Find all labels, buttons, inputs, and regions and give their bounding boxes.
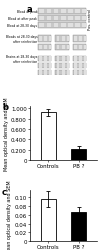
Bar bbox=[62, 46, 64, 50]
Bar bbox=[39, 46, 42, 50]
Text: b: b bbox=[2, 103, 8, 112]
Bar bbox=[39, 64, 42, 68]
Text: Blood at peak: Blood at peak bbox=[17, 10, 37, 14]
Bar bbox=[68, 17, 73, 21]
Bar bbox=[67, 57, 69, 62]
Bar bbox=[84, 57, 87, 62]
Bar bbox=[84, 71, 87, 75]
Bar bbox=[74, 64, 77, 68]
Text: Blood at 28-30 days: Blood at 28-30 days bbox=[7, 24, 37, 28]
Bar bbox=[49, 46, 52, 50]
Bar bbox=[84, 64, 87, 68]
Bar bbox=[39, 37, 42, 42]
Text: Pos. control: Pos. control bbox=[88, 9, 92, 30]
Text: a: a bbox=[27, 5, 32, 14]
Bar bbox=[39, 71, 42, 75]
Bar bbox=[49, 57, 52, 62]
Text: Brains at 28-30 days
after reinfection: Brains at 28-30 days after reinfection bbox=[6, 55, 37, 64]
Bar bbox=[73, 70, 86, 76]
Bar bbox=[49, 37, 52, 42]
Y-axis label: Mean optical density and SEM: Mean optical density and SEM bbox=[8, 179, 12, 250]
Bar bbox=[84, 37, 87, 42]
Bar bbox=[57, 64, 60, 68]
Bar bbox=[39, 57, 42, 62]
Bar bbox=[41, 200, 56, 241]
Bar bbox=[44, 64, 47, 68]
Bar bbox=[74, 46, 77, 50]
Bar bbox=[82, 17, 87, 21]
Bar bbox=[56, 45, 69, 51]
Bar bbox=[67, 64, 69, 68]
Bar bbox=[38, 36, 51, 43]
Bar bbox=[46, 24, 51, 28]
Bar bbox=[38, 16, 86, 21]
Bar bbox=[54, 17, 58, 21]
Bar bbox=[62, 71, 64, 75]
Bar bbox=[75, 24, 80, 28]
Bar bbox=[79, 46, 82, 50]
Bar bbox=[46, 17, 51, 21]
Bar bbox=[44, 46, 47, 50]
Bar bbox=[71, 149, 86, 160]
Bar bbox=[82, 24, 87, 28]
Bar bbox=[44, 57, 47, 62]
Bar bbox=[62, 37, 64, 42]
Bar bbox=[68, 24, 73, 28]
Bar bbox=[56, 36, 69, 43]
Bar bbox=[38, 23, 86, 28]
Text: c: c bbox=[2, 188, 7, 196]
Bar bbox=[73, 64, 86, 69]
Bar bbox=[73, 36, 86, 43]
Bar bbox=[73, 56, 86, 62]
Bar bbox=[67, 37, 69, 42]
Bar bbox=[54, 10, 58, 14]
Bar bbox=[75, 17, 80, 21]
Bar bbox=[44, 71, 47, 75]
Bar bbox=[49, 71, 52, 75]
Bar bbox=[39, 24, 44, 28]
Y-axis label: Mean optical density and SEM: Mean optical density and SEM bbox=[4, 97, 9, 170]
Bar bbox=[41, 113, 56, 160]
Bar bbox=[61, 10, 66, 14]
Bar bbox=[38, 56, 51, 62]
Bar bbox=[79, 37, 82, 42]
Bar bbox=[38, 10, 86, 15]
Bar bbox=[54, 24, 58, 28]
Bar bbox=[38, 70, 51, 76]
Bar bbox=[56, 70, 69, 76]
Bar bbox=[71, 213, 86, 241]
Bar bbox=[61, 24, 66, 28]
Bar bbox=[39, 17, 44, 21]
Bar bbox=[84, 46, 87, 50]
Bar bbox=[68, 10, 73, 14]
Bar bbox=[46, 10, 51, 14]
Bar bbox=[75, 10, 80, 14]
Bar bbox=[74, 71, 77, 75]
Bar bbox=[49, 64, 52, 68]
Text: Bloods at 28-30 days
after reinfection: Bloods at 28-30 days after reinfection bbox=[6, 35, 37, 44]
Bar bbox=[62, 64, 64, 68]
Bar bbox=[67, 46, 69, 50]
Bar bbox=[73, 45, 86, 51]
Bar bbox=[56, 64, 69, 69]
Bar bbox=[61, 17, 66, 21]
Bar bbox=[79, 64, 82, 68]
Bar bbox=[57, 71, 60, 75]
Bar bbox=[56, 56, 69, 62]
Bar bbox=[57, 46, 60, 50]
Bar bbox=[44, 37, 47, 42]
Bar bbox=[74, 37, 77, 42]
Bar bbox=[62, 57, 64, 62]
Text: Blood at after peak: Blood at after peak bbox=[8, 17, 37, 21]
Bar bbox=[57, 57, 60, 62]
Bar bbox=[38, 45, 51, 51]
Bar bbox=[38, 64, 51, 69]
Bar bbox=[79, 71, 82, 75]
Bar bbox=[39, 10, 44, 14]
Bar bbox=[57, 37, 60, 42]
Bar bbox=[79, 57, 82, 62]
Bar bbox=[74, 57, 77, 62]
Bar bbox=[82, 10, 87, 14]
Bar bbox=[67, 71, 69, 75]
